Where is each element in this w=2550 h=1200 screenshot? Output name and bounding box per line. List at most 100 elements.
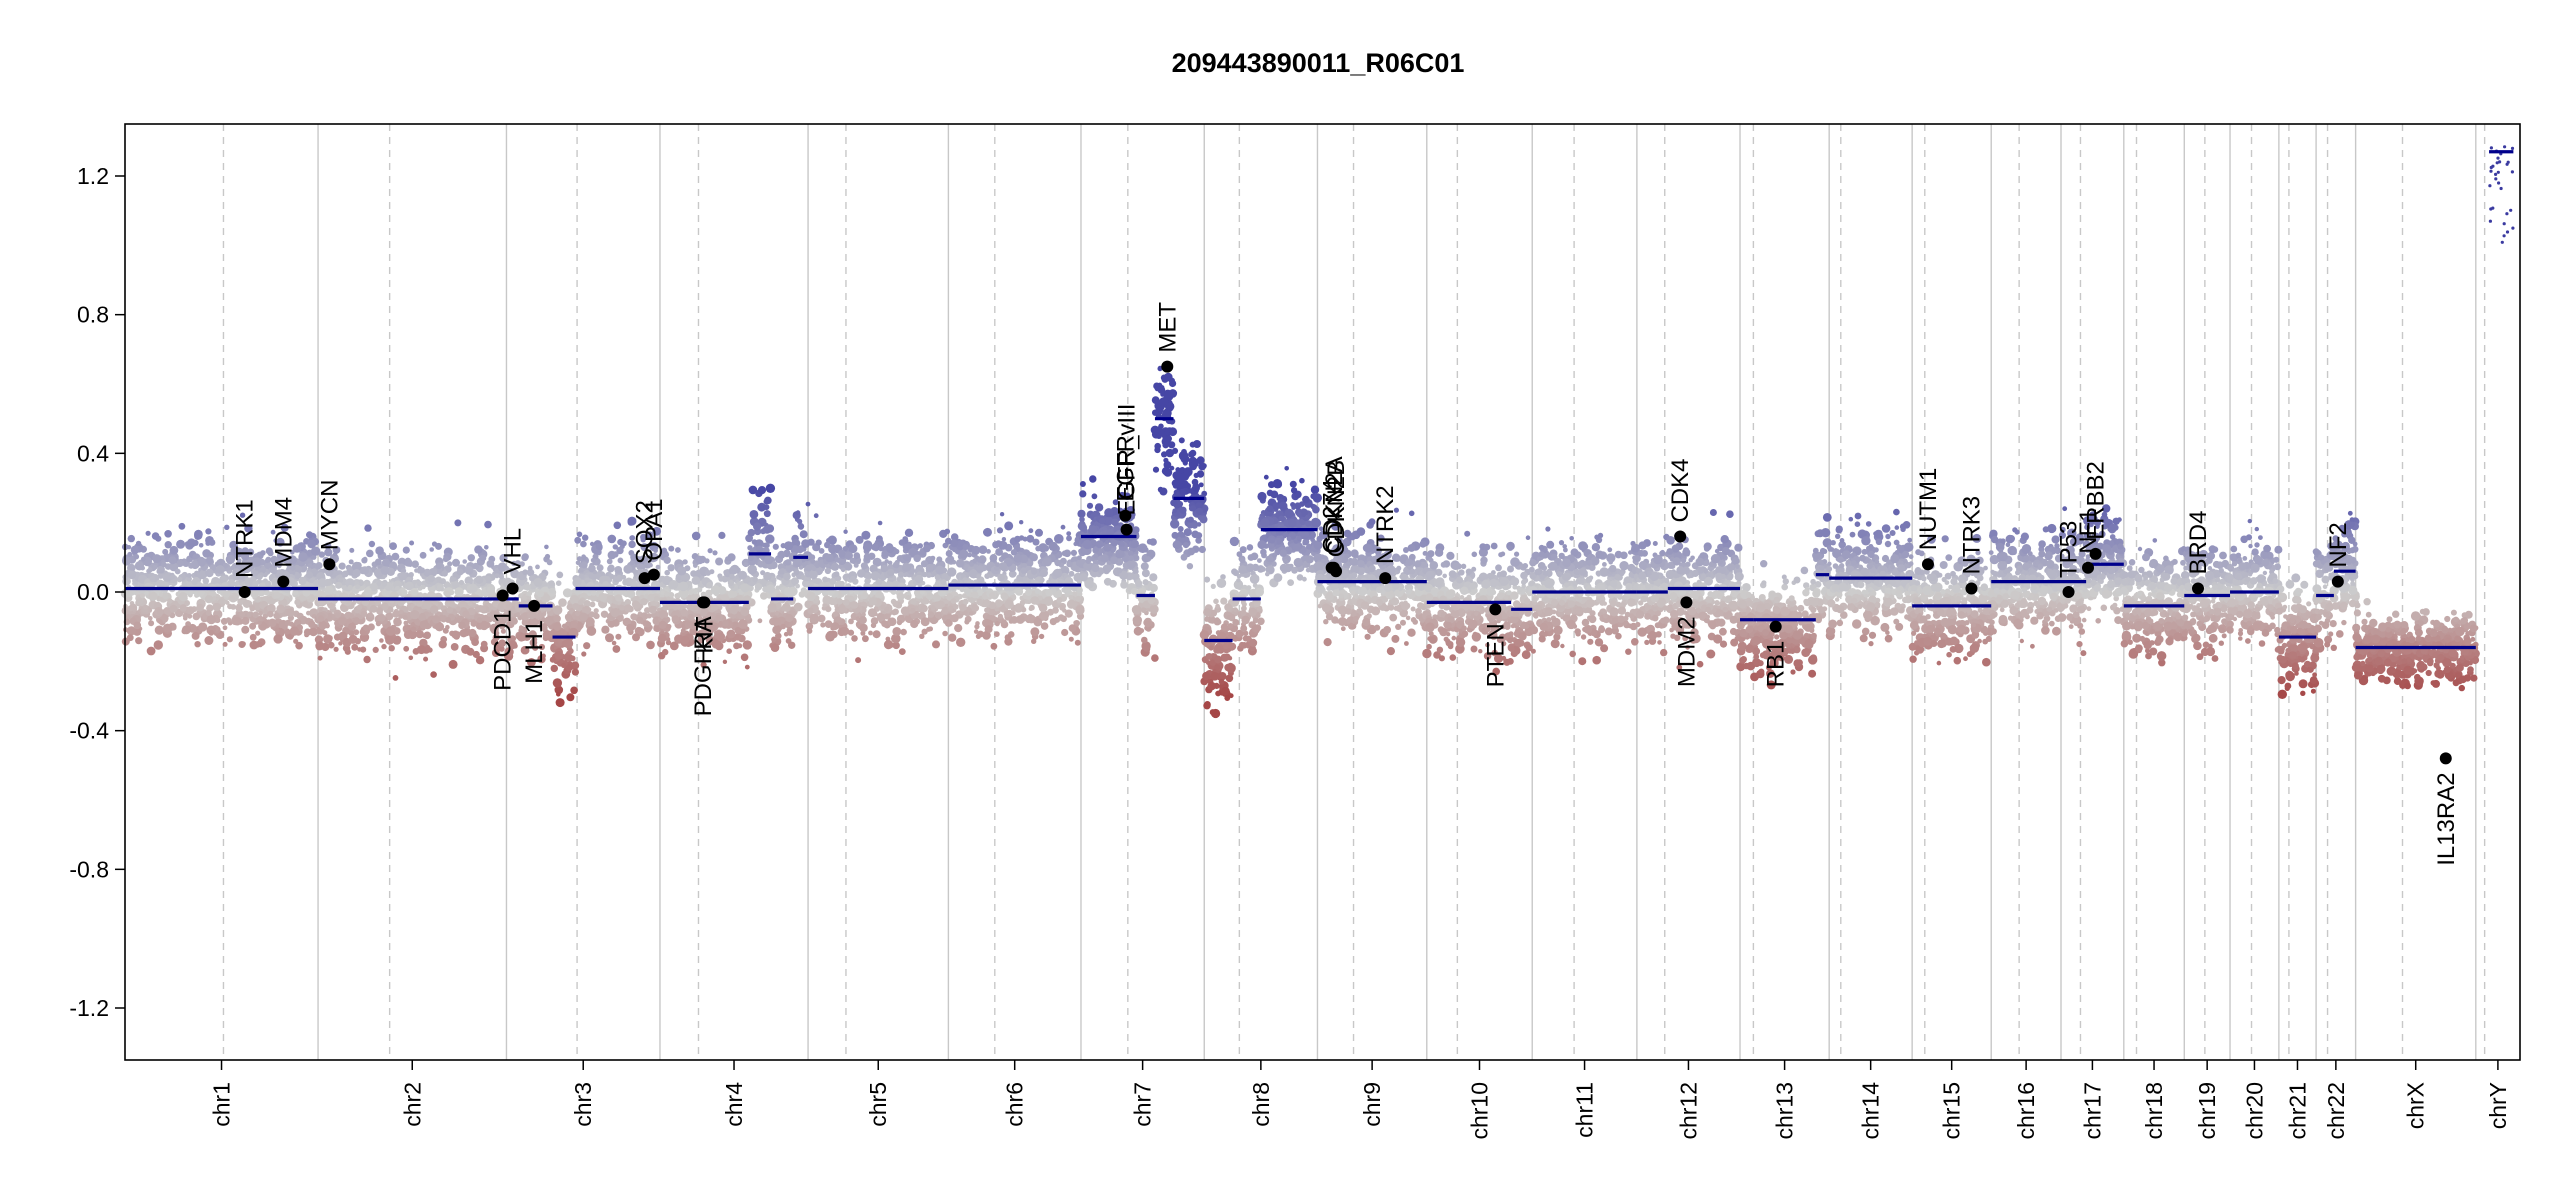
data-point bbox=[1230, 614, 1236, 620]
data-point bbox=[474, 545, 483, 554]
data-point bbox=[1272, 479, 1283, 489]
data-point bbox=[427, 647, 433, 653]
data-point bbox=[632, 569, 638, 575]
data-point bbox=[932, 640, 940, 649]
data-point bbox=[662, 648, 669, 656]
data-point bbox=[1179, 488, 1187, 496]
data-point bbox=[927, 611, 935, 618]
data-point bbox=[241, 547, 249, 555]
data-point bbox=[178, 592, 188, 602]
data-point bbox=[133, 553, 140, 560]
data-point bbox=[422, 633, 427, 639]
data-point bbox=[715, 557, 724, 566]
data-point bbox=[811, 566, 817, 572]
data-point bbox=[252, 611, 259, 618]
data-point bbox=[1296, 535, 1302, 542]
data-point bbox=[1014, 535, 1021, 543]
data-point bbox=[347, 584, 353, 591]
data-point bbox=[1038, 633, 1045, 640]
data-point bbox=[658, 620, 667, 630]
data-point bbox=[977, 558, 982, 563]
data-point bbox=[249, 633, 257, 641]
data-point bbox=[1260, 566, 1266, 572]
data-point bbox=[830, 562, 840, 571]
data-point bbox=[212, 602, 221, 612]
data-point bbox=[445, 617, 452, 623]
data-point bbox=[270, 529, 276, 535]
data-point bbox=[753, 523, 760, 530]
data-point bbox=[901, 562, 912, 572]
data-point bbox=[204, 595, 213, 604]
data-point bbox=[563, 654, 570, 660]
data-point bbox=[783, 572, 791, 581]
data-point bbox=[226, 636, 233, 643]
data-point bbox=[1028, 528, 1034, 534]
data-point bbox=[416, 645, 426, 655]
data-point bbox=[289, 549, 295, 555]
data-point bbox=[607, 534, 617, 544]
data-point bbox=[1043, 557, 1052, 567]
data-point bbox=[1144, 620, 1152, 628]
data-point bbox=[130, 545, 140, 555]
data-point bbox=[1024, 615, 1031, 621]
data-point bbox=[993, 631, 1000, 637]
data-point bbox=[576, 531, 583, 538]
data-point bbox=[1240, 642, 1248, 649]
data-point bbox=[528, 575, 535, 582]
data-point bbox=[1302, 576, 1307, 582]
data-point bbox=[920, 604, 928, 613]
data-point bbox=[1132, 615, 1143, 625]
data-point bbox=[1019, 520, 1024, 525]
data-point bbox=[554, 651, 564, 660]
data-point bbox=[1091, 493, 1098, 500]
data-point bbox=[219, 598, 224, 604]
data-point bbox=[1157, 386, 1166, 394]
data-point bbox=[984, 607, 990, 613]
data-point bbox=[862, 635, 869, 643]
data-point bbox=[1061, 550, 1068, 557]
data-point bbox=[995, 599, 1003, 607]
data-point bbox=[832, 611, 839, 617]
data-point bbox=[840, 567, 846, 573]
data-point bbox=[235, 561, 241, 566]
data-point bbox=[1266, 489, 1274, 497]
data-point bbox=[364, 524, 372, 532]
data-point bbox=[615, 594, 623, 602]
data-point bbox=[1169, 465, 1175, 471]
data-point bbox=[926, 592, 934, 600]
data-point bbox=[704, 558, 710, 564]
data-point bbox=[954, 624, 963, 633]
data-point bbox=[1161, 467, 1170, 476]
data-point bbox=[1003, 610, 1011, 618]
data-point bbox=[862, 543, 872, 552]
data-point bbox=[237, 598, 245, 606]
data-point bbox=[1257, 540, 1267, 550]
data-point bbox=[444, 590, 451, 598]
data-point bbox=[1210, 583, 1216, 590]
data-point bbox=[308, 627, 318, 637]
data-point bbox=[1191, 459, 1199, 466]
data-point bbox=[1040, 545, 1047, 552]
data-point bbox=[287, 555, 298, 565]
data-point bbox=[1091, 564, 1100, 573]
data-point bbox=[348, 634, 358, 644]
data-point bbox=[338, 562, 346, 570]
data-point bbox=[208, 629, 215, 636]
data-point bbox=[1187, 547, 1196, 556]
data-point bbox=[152, 564, 158, 570]
data-point bbox=[772, 625, 781, 635]
data-point bbox=[615, 633, 622, 640]
data-point bbox=[223, 590, 231, 598]
data-point bbox=[544, 553, 551, 560]
data-point bbox=[595, 543, 603, 550]
data-point bbox=[1094, 503, 1104, 512]
data-point bbox=[464, 565, 474, 575]
data-point bbox=[849, 589, 854, 595]
data-point bbox=[930, 555, 936, 561]
data-point bbox=[878, 546, 884, 552]
data-point bbox=[303, 628, 312, 636]
data-point bbox=[317, 578, 328, 588]
data-point bbox=[1232, 619, 1240, 626]
data-point bbox=[1183, 467, 1193, 477]
data-point bbox=[1227, 656, 1233, 661]
